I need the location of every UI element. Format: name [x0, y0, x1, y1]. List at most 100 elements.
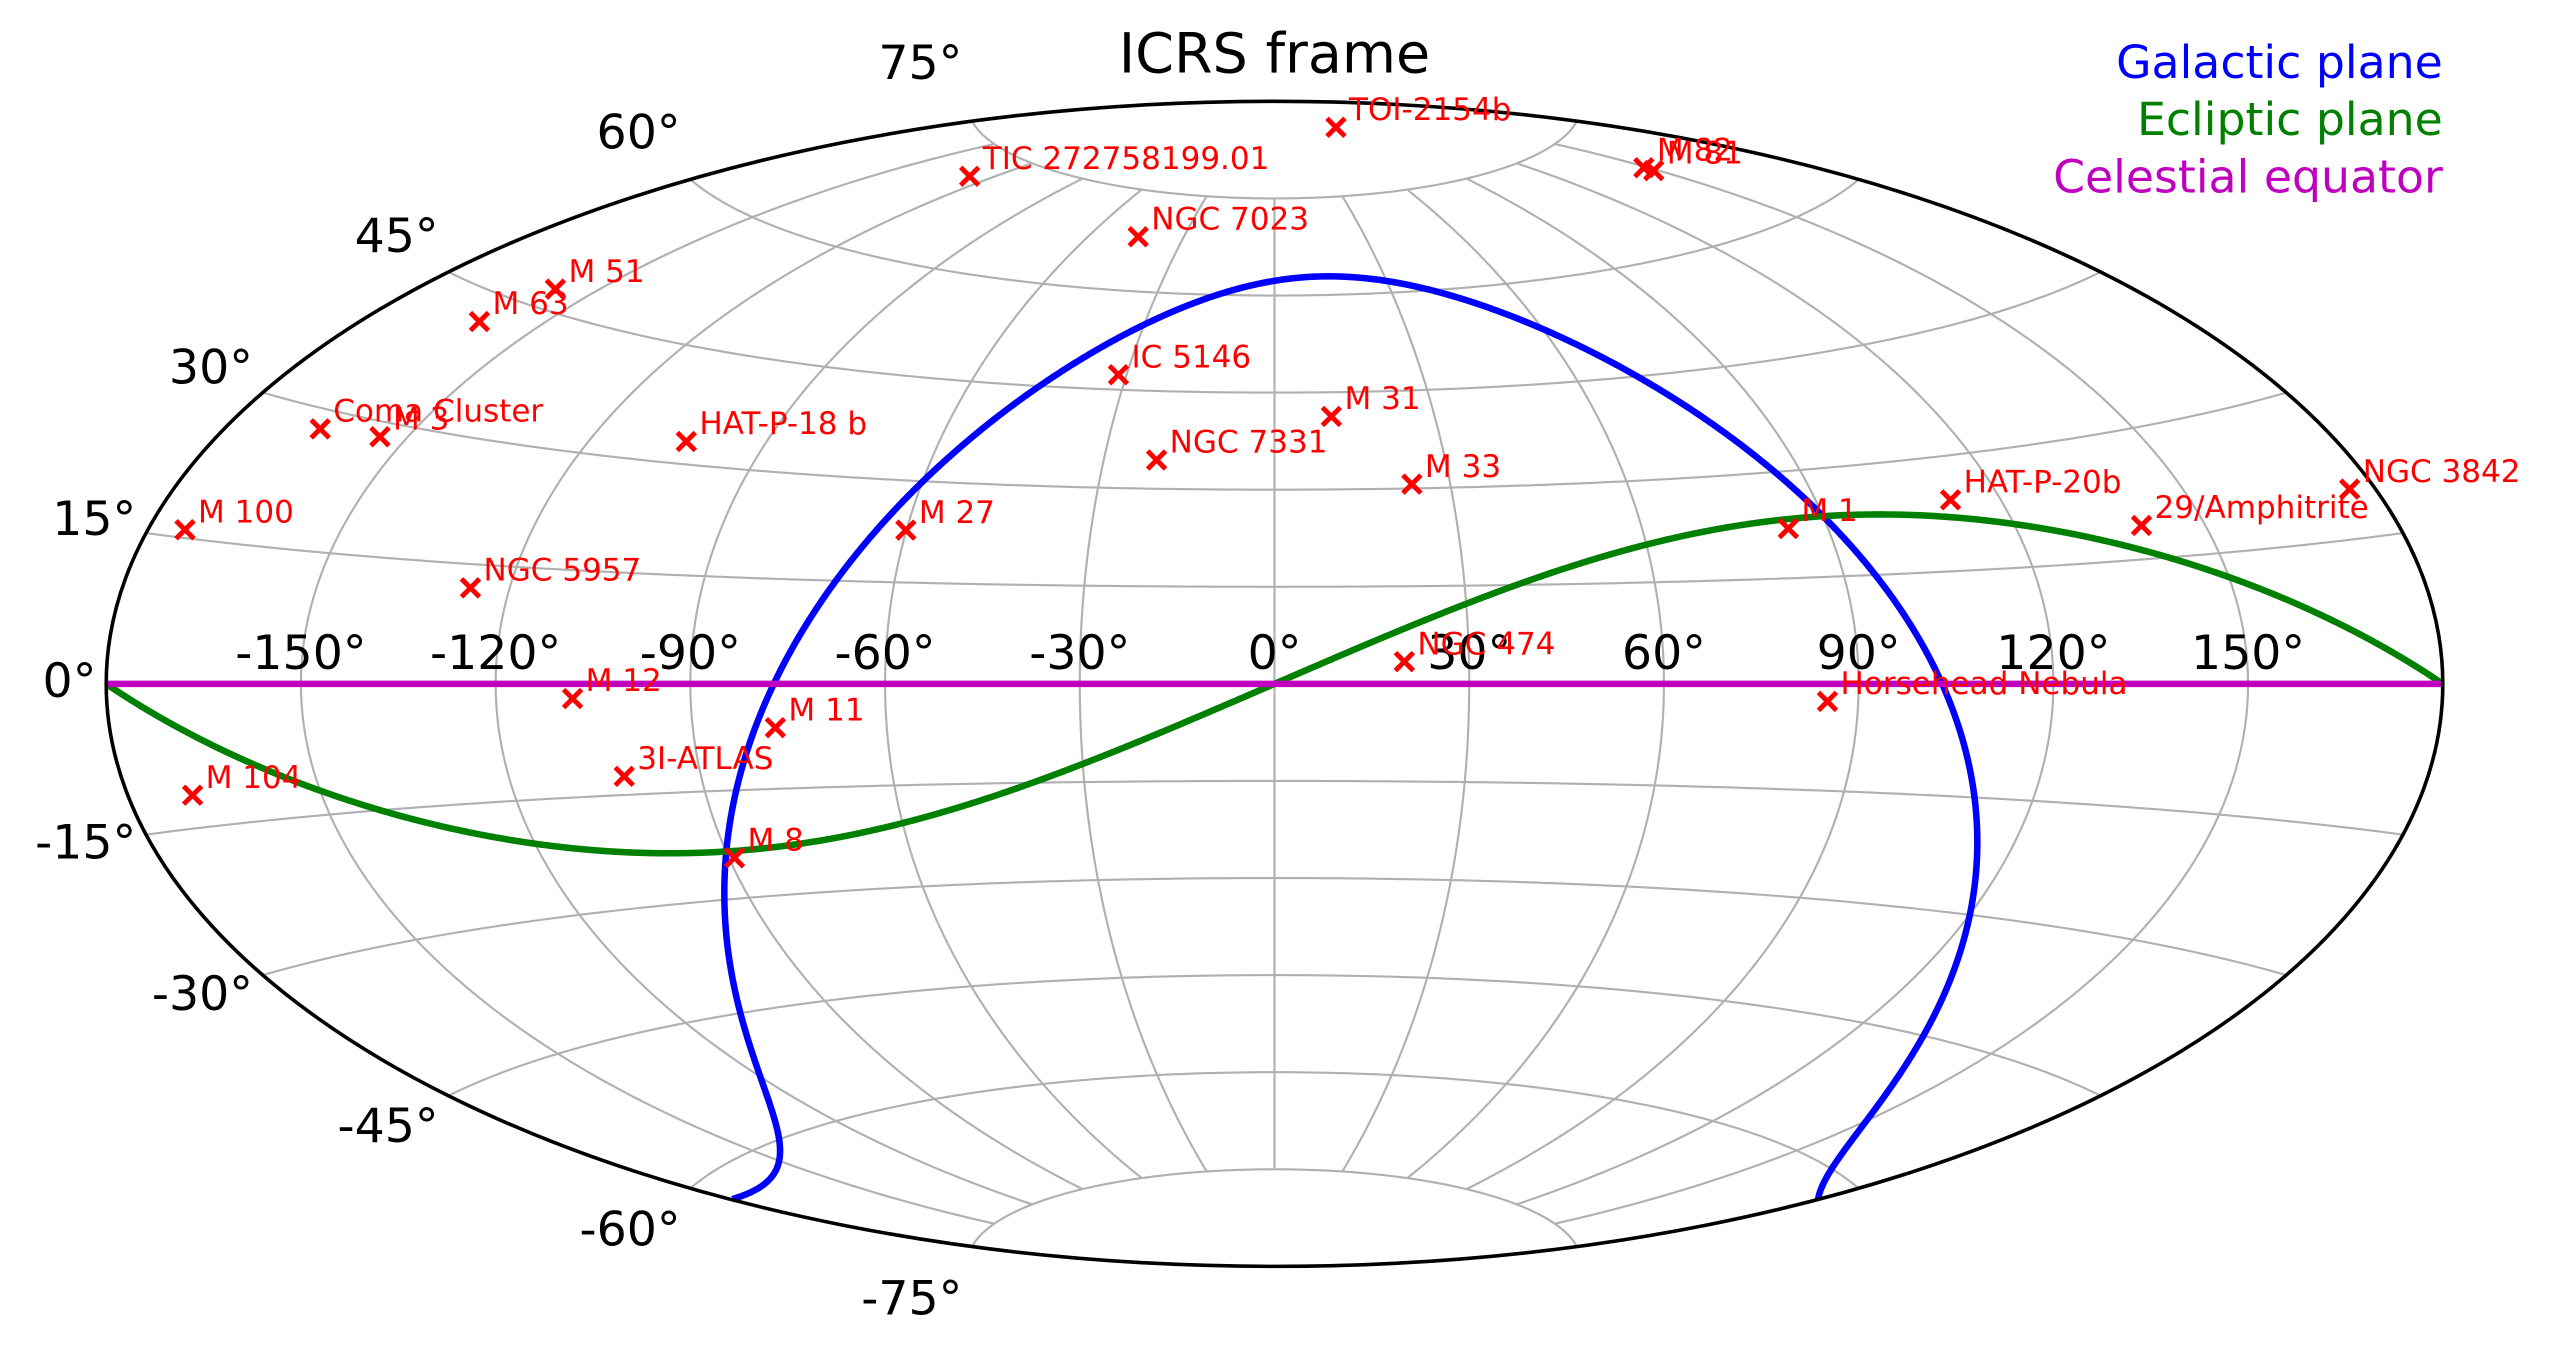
marker — [613, 765, 635, 788]
marker-stroke — [1127, 226, 1149, 248]
marker-stroke — [1145, 449, 1168, 471]
curves — [105, 273, 2445, 1203]
marker — [1107, 364, 1130, 386]
marker-stroke — [723, 847, 746, 869]
marker — [181, 784, 204, 806]
point-label: NGC 3842 — [2363, 454, 2521, 490]
marker-stroke — [2130, 514, 2153, 537]
point-label: NGC 474 — [1417, 626, 1555, 662]
y-tick-label: -15° — [35, 816, 136, 871]
marker-stroke — [544, 278, 567, 300]
legend-entry: Galactic plane — [2116, 36, 2443, 89]
point-label: NGC 5957 — [484, 553, 642, 589]
marker — [958, 165, 981, 188]
y-tick-label: 45° — [355, 209, 439, 264]
marker-stroke — [1107, 364, 1130, 386]
marker — [1320, 405, 1343, 428]
point-label: Horsehead Nebula — [1841, 666, 2128, 702]
marker-stroke — [1777, 517, 1800, 540]
legend-entry: Ecliptic plane — [2137, 93, 2443, 146]
frame — [104, 99, 2445, 1269]
point-label: M 31 — [1344, 381, 1420, 417]
marker — [675, 430, 698, 453]
x-tick-label: -30° — [1029, 626, 1130, 681]
y-tick-label: -45° — [338, 1099, 439, 1154]
y-tick-label: 30° — [169, 341, 253, 396]
marker — [1643, 159, 1665, 182]
x-tick-label: 120° — [1996, 626, 2110, 681]
marker-stroke — [181, 784, 204, 806]
points: TOI-2154b M 82M 81 TIC 272758199.01 NGC 702… — [174, 92, 2521, 869]
marker — [723, 847, 746, 869]
marker-stroke — [675, 430, 698, 453]
marker-stroke — [468, 310, 491, 333]
point-label: M 81 — [1667, 135, 1743, 171]
marker-stroke — [1401, 473, 1423, 495]
point-label: M 51 — [568, 254, 644, 290]
point-label: NGC 7331 — [1170, 425, 1328, 461]
marker — [1939, 489, 1962, 511]
x-tick-label: 60° — [1622, 626, 1706, 681]
marker — [1777, 517, 1800, 540]
point-label: M 63 — [492, 286, 568, 322]
plane-curve — [105, 511, 2445, 857]
point-label: M 3 — [393, 401, 449, 437]
marker — [468, 310, 491, 333]
chart-title: ICRS frame — [1119, 21, 1430, 86]
marker — [174, 519, 196, 541]
marker — [1816, 690, 1839, 713]
point-label: 29/Amphitrite — [2155, 490, 2369, 526]
point-label: M 82 — [1657, 132, 1733, 168]
x-tick-label: 0° — [1248, 626, 1302, 681]
marker — [1127, 226, 1149, 248]
marker — [2130, 514, 2153, 537]
x-tick-label: -150° — [235, 626, 366, 681]
point-label: HAT-P-20b — [1964, 465, 2122, 501]
point-label: NGC 7023 — [1151, 201, 1309, 237]
marker — [459, 577, 482, 599]
marker-stroke — [2338, 478, 2361, 500]
point-label: 3I-ATLAS — [637, 741, 773, 777]
x-tick-label: 90° — [1817, 626, 1901, 681]
marker — [1325, 116, 1347, 139]
x-tick-label: -120° — [430, 626, 561, 681]
marker — [1393, 650, 1416, 673]
point-label: TOI-2154b — [1348, 92, 1511, 128]
marker-stroke — [1325, 116, 1347, 139]
marker-stroke — [561, 687, 584, 710]
y-tick-label: 0° — [43, 654, 97, 709]
plane-curve — [721, 273, 1981, 1203]
marker-stroke — [459, 577, 482, 599]
x-tick-label: 30° — [1427, 626, 1511, 681]
marker — [1145, 449, 1168, 471]
x-tick-label: -60° — [835, 626, 936, 681]
y-tick-label: 75° — [878, 36, 962, 91]
point-label: M 1 — [1801, 493, 1857, 529]
marker — [309, 418, 331, 440]
marker-stroke — [1320, 405, 1343, 428]
marker-stroke — [369, 426, 391, 448]
marker-stroke — [958, 165, 981, 188]
point-label: M 8 — [748, 822, 804, 858]
point-label: M 27 — [919, 495, 995, 531]
marker-stroke — [309, 418, 331, 440]
marker-stroke — [1393, 650, 1416, 673]
legend-entry: Celestial equator — [2053, 150, 2443, 203]
point-label: M 12 — [586, 663, 662, 699]
marker-stroke — [1643, 159, 1665, 182]
point-label: HAT-P-18 b — [699, 406, 867, 442]
point-label: M 33 — [1425, 449, 1501, 485]
marker-stroke — [764, 716, 787, 739]
point-label: M 100 — [198, 494, 294, 530]
point-label: IC 5146 — [1132, 339, 1252, 375]
y-tick-label: -60° — [579, 1202, 680, 1257]
ticks: -75° -60° -45° -30° -15° 0° 15° 30° 45° 60° 75° -15… — [35, 36, 2305, 1327]
marker-stroke — [1816, 690, 1839, 713]
marker-stroke — [1939, 489, 1962, 511]
marker — [544, 278, 567, 300]
x-tick-label: -90° — [640, 626, 741, 681]
y-tick-label: -30° — [152, 967, 253, 1022]
